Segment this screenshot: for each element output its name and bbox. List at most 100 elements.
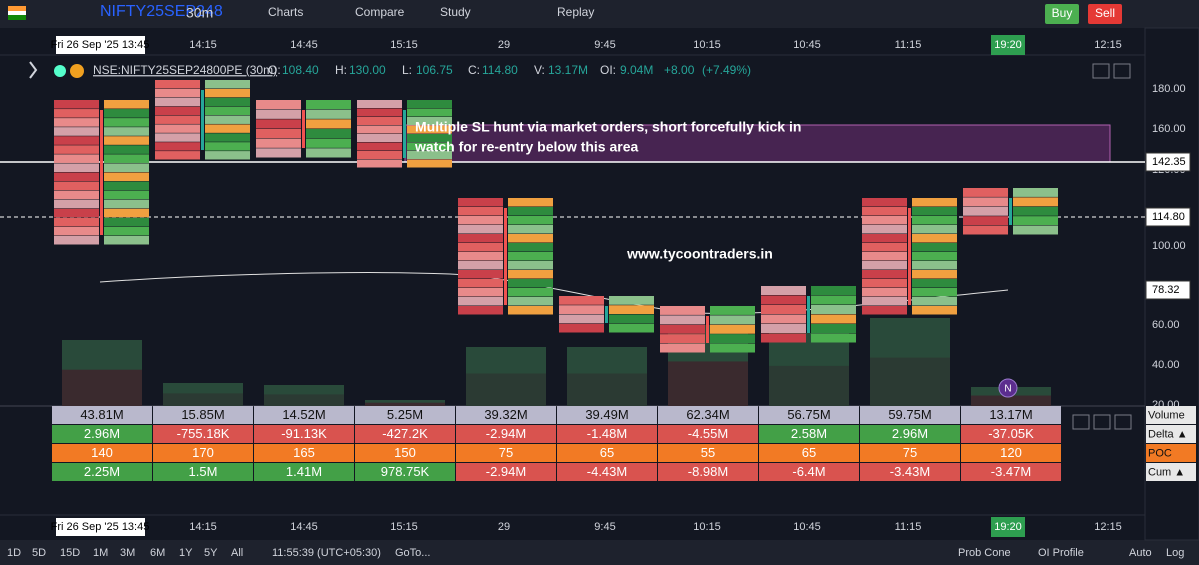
footprint-cell-ask	[205, 106, 250, 116]
footprint-cell-ask	[104, 109, 149, 118]
range-button[interactable]: 1Y	[179, 547, 193, 559]
toolbar-button[interactable]: Compare	[355, 5, 405, 19]
time-label: 29	[498, 521, 510, 533]
footprint-cell-bid	[54, 154, 99, 163]
footprint-cell-bid	[458, 252, 503, 261]
footprint-cell-bid	[761, 295, 806, 305]
price-marker-box	[1145, 152, 1191, 172]
range-button[interactable]: All	[231, 547, 243, 559]
footprint-cell-ask	[1013, 197, 1058, 207]
range-button[interactable]: 5Y	[204, 547, 218, 559]
price-label: 160.00	[1152, 123, 1186, 135]
footprint-cell-bid	[458, 225, 503, 234]
time-label: Fri 26 Sep '25 13:45	[51, 39, 150, 51]
table-cell	[355, 406, 455, 424]
table-cell	[759, 406, 859, 424]
footprint-cell-bid	[256, 109, 301, 119]
footprint-cell-ask	[104, 217, 149, 227]
footprint-cell-bid	[155, 115, 200, 124]
goto[interactable]: GoTo...	[395, 547, 430, 559]
table-cell	[153, 463, 253, 481]
price-label: 100.00	[1152, 240, 1186, 252]
footprint-cell-bid	[559, 305, 604, 314]
range-button[interactable]: 5D	[32, 547, 46, 559]
footprint-cell-ask	[912, 234, 957, 243]
range-button[interactable]: 1D	[7, 547, 21, 559]
footprint-cell-bid	[357, 134, 402, 142]
footprint-cell-bid	[155, 97, 200, 107]
footprint-cell-ask	[508, 207, 553, 216]
table-cell	[254, 406, 354, 424]
range-button[interactable]: 15D	[60, 547, 80, 559]
time-label: 10:15	[693, 521, 721, 533]
annotation-line2: watch for re-entry below this area	[414, 139, 638, 155]
volume-bar-upper	[567, 347, 647, 374]
table-cell	[658, 463, 758, 481]
volume-bar	[365, 400, 445, 406]
table-value: 1.5M	[189, 464, 218, 479]
footprint-cell-bid	[54, 136, 99, 145]
footprint-cell-bid	[660, 343, 705, 353]
footprint-cell-ask	[205, 151, 250, 160]
table-cell	[254, 444, 354, 462]
footprint-cell-bid	[155, 133, 200, 142]
footprint-cell-bid	[458, 306, 503, 315]
footprint-cell-ask	[205, 115, 250, 124]
footprint-cell-ask	[508, 279, 553, 288]
footprint-cell-ask	[1013, 188, 1058, 197]
toolbar-button[interactable]: Replay	[557, 5, 594, 19]
buy[interactable]: Buy	[1052, 6, 1073, 20]
interval[interactable]: 30m	[186, 5, 213, 21]
footprint-cell-ask	[912, 270, 957, 279]
table-cell	[52, 444, 152, 462]
footprint-cell-bid	[862, 225, 907, 234]
footprint-cell-ask	[104, 127, 149, 136]
symbol[interactable]: NIFTY25SEP248	[100, 3, 223, 20]
table-value: 55	[701, 445, 715, 460]
table-value: 170	[192, 445, 214, 460]
sell-button[interactable]	[1088, 4, 1122, 24]
badge: N	[1004, 384, 1011, 395]
range-button[interactable]: 1M	[93, 547, 108, 559]
candle-body	[605, 306, 608, 323]
footprint-cell-bid	[256, 119, 301, 129]
footprint-cell-bid	[54, 217, 99, 227]
bottom-option[interactable]: OI Profile	[1038, 547, 1084, 559]
footprint-cell-bid	[54, 109, 99, 118]
time-label: 12:15	[1094, 521, 1122, 533]
row-label: POC	[1148, 447, 1172, 459]
buy-button[interactable]	[1045, 4, 1079, 24]
footprint-cell-bid	[862, 279, 907, 288]
footprint-cell-bid	[155, 151, 200, 160]
footprint-cell-ask	[205, 124, 250, 133]
table-value: 13.17M	[989, 407, 1032, 422]
footprint-cell-bid	[761, 314, 806, 324]
table-cell	[759, 463, 859, 481]
toolbar-button[interactable]: Charts	[268, 5, 303, 19]
footprint-cell-ask	[407, 134, 452, 142]
footprint-cell-ask	[912, 297, 957, 306]
table-value: -755.18K	[177, 426, 230, 441]
bottom-option[interactable]: Auto	[1129, 547, 1152, 559]
range-button[interactable]: 3M	[120, 547, 135, 559]
toolbar-button[interactable]: Study	[440, 5, 471, 19]
table-cell	[456, 444, 556, 462]
price-marker: 114.80	[1152, 211, 1185, 223]
candle-body	[302, 110, 305, 148]
table-value: 65	[600, 445, 614, 460]
footprint-cell-ask	[1013, 206, 1058, 216]
time-label: 11:15	[895, 39, 922, 51]
table-value: 62.34M	[686, 407, 729, 422]
table-value: -8.98M	[688, 464, 728, 479]
bottom-option[interactable]: Prob Cone	[958, 547, 1011, 559]
price-label: 60.00	[1152, 319, 1180, 331]
candle-body	[504, 208, 507, 305]
table-cell	[658, 406, 758, 424]
footprint-cell-ask	[912, 261, 957, 270]
sell[interactable]: Sell	[1095, 6, 1115, 20]
bottom-option[interactable]: Log	[1166, 547, 1184, 559]
range-button[interactable]: 6M	[150, 547, 165, 559]
legend-value: 9.04M	[620, 63, 653, 77]
table-value: -427.2K	[382, 426, 428, 441]
annotation-line1: Multiple SL hunt via market orders, shor…	[415, 119, 801, 135]
